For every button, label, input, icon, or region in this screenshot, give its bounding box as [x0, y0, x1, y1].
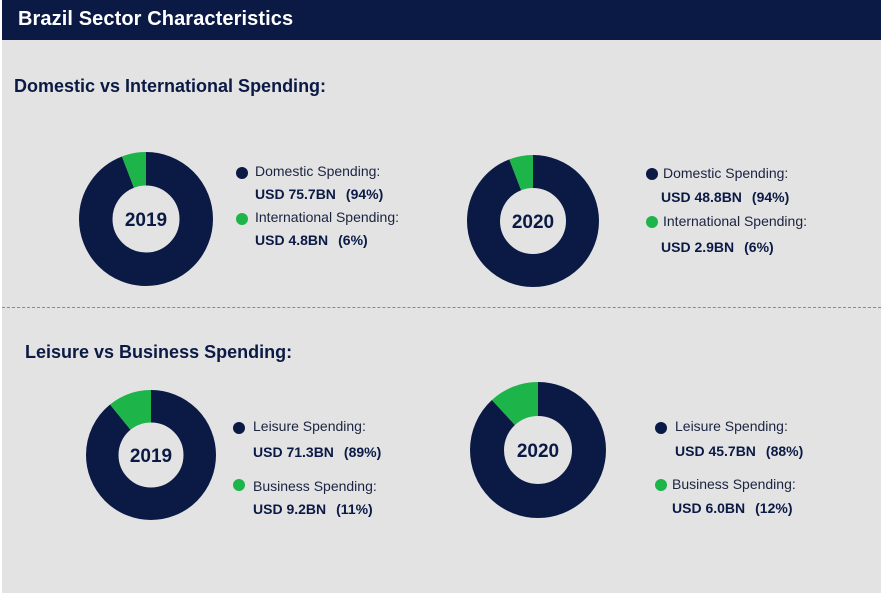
donut-chart-domestic-2019: 2019	[79, 152, 213, 286]
legend-dot-leisure	[655, 422, 667, 434]
legend-label-leisure: Leisure Spending:	[253, 418, 366, 434]
section-divider	[2, 307, 881, 308]
legend-value-international: USD 4.8BN (6%)	[255, 232, 368, 248]
section-title-leisure-business: Leisure vs Business Spending:	[25, 342, 292, 363]
legend-label-business: Business Spending:	[672, 476, 796, 492]
section-title-domestic-international: Domestic vs International Spending:	[14, 76, 326, 97]
legend-dot-business	[233, 479, 245, 491]
legend-leisure-2020: Leisure Spending: USD 45.7BN (88%) Busine…	[655, 418, 855, 518]
legend-dot-domestic	[646, 168, 658, 180]
legend-dot-leisure	[233, 422, 245, 434]
donut-year-label: 2019	[125, 210, 167, 231]
legend-dot-international	[236, 213, 248, 225]
donut-year-label: 2020	[517, 441, 559, 462]
donut-year-label: 2019	[130, 446, 172, 467]
legend-label-international: International Spending:	[255, 209, 399, 225]
legend-value-leisure: USD 71.3BN (89%)	[253, 444, 381, 460]
legend-dot-business	[655, 479, 667, 491]
donut-year-label: 2020	[512, 212, 554, 233]
legend-value-domestic: USD 48.8BN (94%)	[661, 189, 789, 205]
legend-domestic-2019: Domestic Spending: USD 75.7BN (94%) Inter…	[236, 163, 436, 253]
legend-value-leisure: USD 45.7BN (88%)	[675, 443, 803, 459]
legend-label-international: International Spending:	[663, 213, 807, 229]
legend-dot-domestic	[236, 167, 248, 179]
legend-value-domestic: USD 75.7BN (94%)	[255, 186, 383, 202]
legend-dot-international	[646, 216, 658, 228]
page-title: Brazil Sector Characteristics	[18, 8, 293, 31]
header-bar: Brazil Sector Characteristics	[2, 0, 881, 40]
legend-leisure-2019: Leisure Spending: USD 71.3BN (89%) Busine…	[233, 418, 433, 518]
legend-value-business: USD 6.0BN (12%)	[672, 500, 793, 516]
legend-domestic-2020: Domestic Spending: USD 48.8BN (94%) Inter…	[646, 165, 846, 260]
legend-label-leisure: Leisure Spending:	[675, 418, 788, 434]
legend-label-domestic: Domestic Spending:	[255, 163, 380, 179]
donut-chart-leisure-2020: 2020	[470, 382, 606, 518]
legend-value-international: USD 2.9BN (6%)	[661, 239, 774, 255]
legend-label-business: Business Spending:	[253, 478, 377, 494]
donut-chart-leisure-2019: 2019	[86, 390, 216, 520]
donut-chart-domestic-2020: 2020	[467, 155, 599, 287]
legend-value-business: USD 9.2BN (11%)	[253, 501, 373, 517]
legend-label-domestic: Domestic Spending:	[663, 165, 788, 181]
